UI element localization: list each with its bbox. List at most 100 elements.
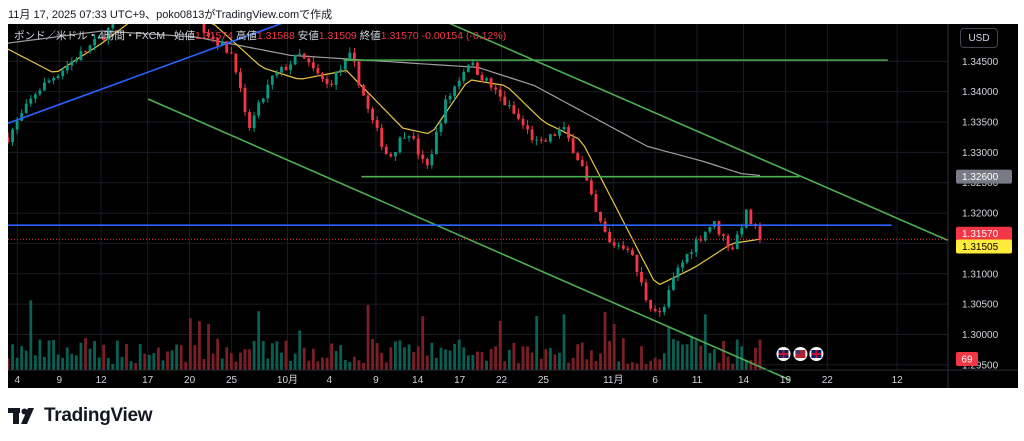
- volume-badge-text: 69: [961, 355, 973, 366]
- candle-body: [585, 166, 589, 181]
- volume-bar: [179, 345, 183, 370]
- candle-body: [289, 64, 292, 70]
- volume-bar: [202, 359, 206, 370]
- change-value: -0.00154 (-0.12%): [421, 30, 507, 42]
- volume-bar: [708, 353, 712, 370]
- volume-bar: [644, 363, 648, 370]
- candle-body: [722, 234, 725, 236]
- volume-bar: [676, 340, 680, 370]
- volume-bar: [93, 340, 97, 370]
- volume-bar: [535, 315, 539, 370]
- x-tick-label: 17: [454, 375, 466, 386]
- candle-body: [261, 98, 265, 103]
- volume-bar: [471, 354, 475, 370]
- volume-bar: [225, 347, 229, 370]
- candle-body: [662, 306, 666, 313]
- open-label: 始値: [174, 30, 196, 42]
- volume-bar: [120, 357, 124, 370]
- volume-bar: [539, 358, 543, 370]
- tradingview-brand[interactable]: TradingView: [44, 405, 153, 426]
- candle-body: [65, 65, 69, 71]
- candle-body: [416, 138, 420, 155]
- candle-body: [380, 127, 384, 147]
- volume-bar: [84, 338, 87, 370]
- candle-body: [439, 123, 443, 132]
- volume-bar: [749, 359, 753, 370]
- tradingview-logo-icon[interactable]: [8, 407, 38, 425]
- candle-body: [330, 83, 334, 85]
- volume-bar: [248, 349, 251, 370]
- x-tick-label: 22: [496, 375, 508, 386]
- volume-bar: [88, 348, 92, 370]
- volume-bar: [79, 342, 83, 370]
- candle-body: [357, 61, 361, 86]
- volume-bar: [407, 344, 411, 370]
- volume-bar: [330, 343, 334, 370]
- chart-canvas[interactable]: 1.34500 1.34000 1.33500 1.33000 1.32500 1.320…: [8, 24, 1018, 388]
- volume-bar: [125, 343, 128, 370]
- candle-body: [690, 252, 694, 254]
- y-tick-label: 1.32000: [962, 209, 999, 220]
- volume-bar: [266, 358, 270, 370]
- candle-body: [703, 231, 707, 241]
- uk-flag-icon[interactable]: [776, 347, 791, 361]
- price-axis[interactable]: 1.34500 1.34000 1.33500 1.33000 1.32500 1.320…: [947, 24, 999, 388]
- x-tick-label: 12: [892, 375, 904, 386]
- candle-body: [731, 247, 735, 250]
- candle-body: [298, 53, 302, 55]
- candle-body: [589, 180, 593, 195]
- volume-bar: [47, 340, 51, 370]
- x-tick-label: 14: [412, 375, 424, 386]
- candle-body: [11, 129, 14, 143]
- time-axis[interactable]: 4 9 12 17 20 25 10月 4 9 14 17 22 25 11月 6 11 14 19 22 12: [8, 369, 1018, 386]
- volume-bar: [494, 346, 498, 370]
- volume-bar: [453, 343, 457, 370]
- volume-bar: [653, 357, 657, 370]
- volume-bar: [261, 341, 265, 370]
- candle-body: [425, 158, 429, 166]
- volume-bar: [526, 346, 529, 370]
- x-tick-label: 22: [822, 375, 834, 386]
- candle-body: [239, 72, 242, 88]
- candle-body: [97, 36, 101, 39]
- volume-bar: [412, 352, 416, 370]
- volume-bar: [580, 342, 584, 370]
- volume-bar: [608, 340, 612, 370]
- volume-bar: [129, 361, 133, 370]
- volume-bar: [275, 341, 279, 370]
- candle-body: [252, 115, 256, 128]
- ma-slow-line: [8, 30, 761, 177]
- volume-bar: [389, 347, 393, 370]
- price-tag-bg: [956, 239, 1012, 254]
- uk-flag-icon[interactable]: [809, 347, 824, 361]
- candle-body: [530, 129, 534, 141]
- volume-bar: [74, 355, 78, 370]
- volume-bar: [371, 338, 375, 370]
- candle-body: [398, 137, 402, 152]
- candle-body: [457, 80, 461, 87]
- volume-bar: [630, 362, 634, 370]
- volume-bar: [722, 340, 725, 370]
- volume-bar: [576, 344, 580, 370]
- event-flags[interactable]: [776, 347, 824, 361]
- candle-body: [15, 120, 19, 130]
- volume-bar: [170, 350, 174, 370]
- currency-button[interactable]: USD: [960, 28, 998, 48]
- volume-bar: [439, 347, 443, 370]
- candle-body: [412, 136, 416, 139]
- candle-body: [316, 68, 320, 74]
- candle-body: [275, 72, 279, 76]
- chart-panel[interactable]: 1.34500 1.34000 1.33500 1.33000 1.32500 1.320…: [8, 24, 1018, 388]
- candle-body: [630, 249, 634, 255]
- x-tick-label: 14: [738, 375, 750, 386]
- volume-bar: [270, 343, 274, 370]
- volume-bar: [61, 357, 65, 370]
- flag-canton: [795, 350, 801, 354]
- candle-body: [594, 194, 598, 212]
- price-tag-text: 1.31505: [962, 242, 999, 253]
- trendlines[interactable]: [8, 24, 949, 381]
- candle-body: [539, 139, 543, 141]
- volume-bar: [8, 358, 10, 370]
- candle-body: [726, 235, 730, 248]
- us-flag-icon[interactable]: [793, 347, 808, 361]
